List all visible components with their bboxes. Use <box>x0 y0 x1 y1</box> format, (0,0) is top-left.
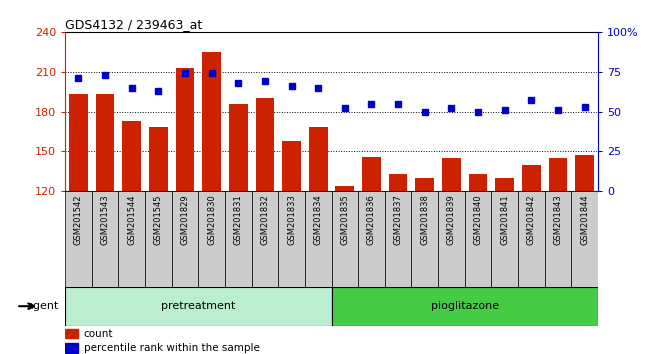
Bar <box>176 68 194 191</box>
Text: GSM201843: GSM201843 <box>554 194 562 245</box>
Bar <box>549 158 567 191</box>
Text: GSM201837: GSM201837 <box>394 194 402 245</box>
Bar <box>92 191 118 287</box>
Bar <box>145 191 172 287</box>
Bar <box>96 94 114 191</box>
Bar <box>255 98 274 191</box>
Bar <box>495 178 514 191</box>
Text: GSM201841: GSM201841 <box>500 194 509 245</box>
Bar <box>69 94 88 191</box>
Text: GSM201545: GSM201545 <box>154 194 162 245</box>
Bar <box>465 191 491 287</box>
Bar <box>282 141 301 191</box>
Bar <box>362 156 381 191</box>
Bar <box>229 104 248 191</box>
Bar <box>415 178 434 191</box>
Bar <box>118 191 145 287</box>
Bar <box>225 191 252 287</box>
Bar <box>65 329 79 338</box>
Text: GSM201831: GSM201831 <box>234 194 242 245</box>
Bar <box>522 165 541 191</box>
Bar <box>335 186 354 191</box>
Bar <box>149 127 168 191</box>
Text: GSM201835: GSM201835 <box>341 194 349 245</box>
Text: GSM201844: GSM201844 <box>580 194 589 245</box>
Bar <box>438 191 465 287</box>
Bar <box>389 174 408 191</box>
Bar <box>442 158 461 191</box>
Bar <box>358 191 385 287</box>
Bar <box>202 52 221 191</box>
Text: pioglitazone: pioglitazone <box>431 301 499 311</box>
Bar <box>518 191 545 287</box>
Bar <box>122 121 141 191</box>
Text: pretreatment: pretreatment <box>161 301 235 311</box>
Text: GSM201543: GSM201543 <box>101 194 109 245</box>
Bar <box>172 191 198 287</box>
Text: GSM201829: GSM201829 <box>181 194 189 245</box>
Text: GSM201832: GSM201832 <box>261 194 269 245</box>
Text: GSM201830: GSM201830 <box>207 194 216 245</box>
Text: GSM201839: GSM201839 <box>447 194 456 245</box>
Bar <box>575 155 594 191</box>
Bar <box>411 191 438 287</box>
Bar <box>65 191 92 287</box>
Text: GSM201834: GSM201834 <box>314 194 322 245</box>
Bar <box>65 287 332 326</box>
Text: GSM201544: GSM201544 <box>127 194 136 245</box>
Bar <box>469 174 488 191</box>
Text: count: count <box>84 329 113 339</box>
Bar <box>545 191 571 287</box>
Text: GSM201842: GSM201842 <box>527 194 536 245</box>
Text: GSM201836: GSM201836 <box>367 194 376 245</box>
Bar <box>198 191 225 287</box>
Bar <box>65 343 79 353</box>
Text: GSM201838: GSM201838 <box>421 194 429 245</box>
Bar <box>309 127 328 191</box>
Text: GSM201833: GSM201833 <box>287 194 296 245</box>
Bar <box>278 191 305 287</box>
Text: percentile rank within the sample: percentile rank within the sample <box>84 343 259 353</box>
Bar <box>332 191 358 287</box>
Text: agent: agent <box>26 301 58 311</box>
Bar <box>305 191 332 287</box>
Text: GSM201840: GSM201840 <box>474 194 482 245</box>
Bar <box>385 191 411 287</box>
Bar <box>252 191 278 287</box>
Text: GSM201542: GSM201542 <box>74 194 83 245</box>
Text: GDS4132 / 239463_at: GDS4132 / 239463_at <box>65 18 202 31</box>
Bar <box>332 287 598 326</box>
Bar <box>571 191 598 287</box>
Bar <box>491 191 518 287</box>
